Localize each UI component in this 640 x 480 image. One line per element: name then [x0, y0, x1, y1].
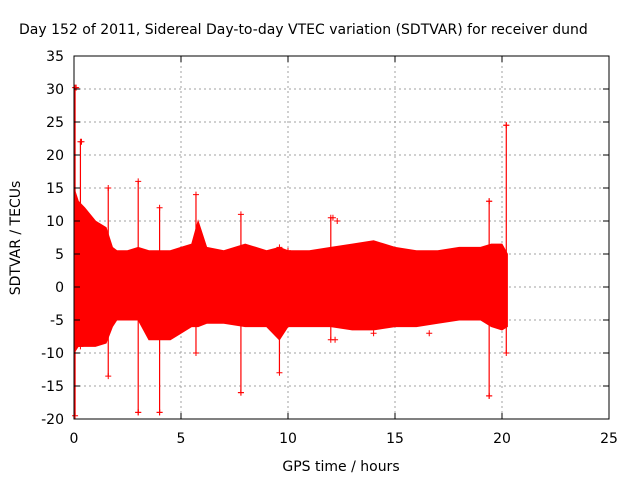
- y-tick-label: 30: [46, 82, 64, 98]
- data-point: [192, 350, 199, 356]
- data-band: [73, 187, 508, 355]
- x-axis-label: GPS time / hours: [282, 459, 399, 475]
- plot-area: [72, 84, 510, 419]
- y-tick-label: -20: [41, 412, 64, 428]
- data-point: [334, 218, 341, 224]
- x-tick-label: 25: [600, 431, 618, 447]
- y-tick-label: 5: [55, 247, 64, 263]
- data-point: [156, 409, 163, 416]
- data-point: [237, 389, 244, 396]
- data-point: [135, 178, 142, 185]
- data-point: [276, 244, 283, 251]
- x-axis-ticks: 0 5 10 15 20 25: [70, 56, 618, 447]
- y-tick-label: 25: [46, 115, 64, 131]
- y-tick-label: -15: [41, 379, 64, 395]
- data-point: [486, 392, 493, 399]
- x-tick-label: 0: [70, 431, 79, 447]
- data-point: [192, 191, 199, 198]
- data-point: [248, 247, 255, 254]
- y-tick-label: 0: [55, 280, 64, 296]
- y-axis-ticks: -20 -15 -10 -5 0 5 10 15 20 25 30 35: [41, 49, 609, 428]
- data-point: [503, 122, 510, 129]
- data-point: [156, 204, 163, 211]
- data-point: [503, 350, 510, 356]
- y-axis-label: SDTVAR / TECUs: [8, 181, 24, 296]
- data-point: [77, 343, 84, 350]
- data-point: [78, 138, 85, 145]
- data-point: [426, 330, 433, 337]
- data-point: [285, 247, 291, 254]
- chart-title: Day 152 of 2011, Sidereal Day-to-day VTE…: [19, 22, 588, 38]
- data-point: [276, 369, 283, 376]
- x-tick-label: 15: [386, 431, 404, 447]
- grid: [74, 56, 609, 419]
- y-tick-label: 20: [46, 148, 64, 164]
- data-point: [329, 214, 336, 221]
- x-tick-label: 10: [279, 431, 297, 447]
- y-tick-label: -5: [50, 313, 64, 329]
- data-point: [105, 185, 112, 191]
- y-tick-label: 35: [46, 49, 64, 65]
- data-point: [486, 198, 493, 205]
- data-point: [370, 330, 377, 337]
- data-point: [332, 336, 339, 343]
- data-point: [105, 373, 112, 380]
- x-tick-label: 20: [493, 431, 511, 447]
- y-tick-label: 15: [46, 181, 64, 197]
- y-tick-label: -10: [41, 346, 64, 362]
- data-point: [135, 409, 142, 416]
- plot-border: [73, 55, 610, 420]
- x-tick-label: 5: [177, 431, 186, 447]
- data-point: [72, 412, 79, 419]
- y-tick-label: 10: [46, 214, 64, 230]
- data-point: [237, 211, 244, 218]
